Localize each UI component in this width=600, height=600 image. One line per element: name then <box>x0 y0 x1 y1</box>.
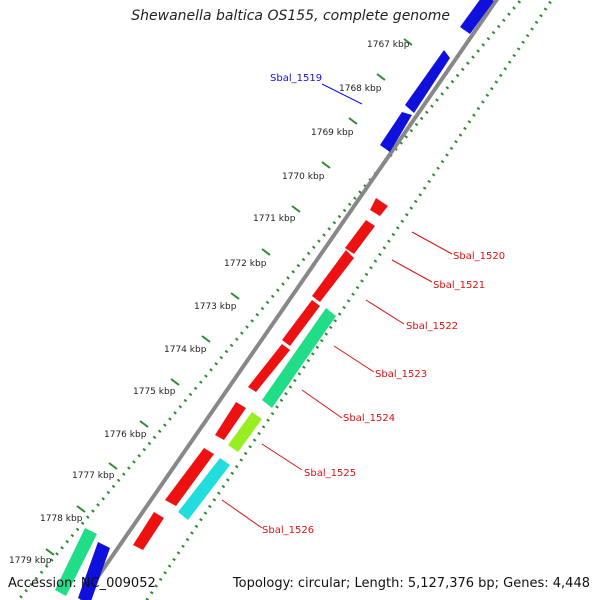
tick-label: 1773 kbp <box>194 302 237 312</box>
map-title: Shewanella baltica OS155, complete genom… <box>131 8 450 24</box>
gene-reverse[interactable] <box>370 198 388 216</box>
tick-label: 1775 kbp <box>133 387 176 397</box>
genome-backbone <box>79 0 499 600</box>
major-tick <box>321 161 331 169</box>
gene-reverse[interactable] <box>345 220 375 254</box>
major-tick <box>45 548 55 556</box>
major-tick <box>376 73 386 81</box>
gene-forward[interactable] <box>78 542 110 600</box>
gene-label[interactable]: Sbal_1522 <box>406 321 458 332</box>
tick-label: 1776 kbp <box>104 430 147 440</box>
major-tick <box>403 38 413 46</box>
gene-label[interactable]: Sbal_1523 <box>375 369 427 380</box>
tick-labels: 1767 kbp 1768 kbp 1769 kbp 1770 kbp 1771 kbp… <box>9 40 410 566</box>
major-tick <box>76 505 86 513</box>
topology-text: Topology: circular; Length: 5,127,376 bp… <box>232 576 590 591</box>
tick-label: 1777 kbp <box>72 471 115 481</box>
gene-label[interactable]: Sbal_1524 <box>343 413 395 424</box>
tick-label: 1772 kbp <box>224 259 267 269</box>
major-tick <box>348 117 358 125</box>
tick-label: 1771 kbp <box>253 214 296 224</box>
gene-lime[interactable] <box>228 412 262 452</box>
tick-label: 1779 kbp <box>9 556 52 566</box>
major-tick <box>139 420 149 428</box>
gene-reverse[interactable] <box>312 250 354 302</box>
gene-reverse[interactable] <box>165 448 214 506</box>
tick-label: 1778 kbp <box>40 514 83 524</box>
gene-cyan[interactable] <box>178 458 230 520</box>
tick-label: 1774 kbp <box>164 345 207 355</box>
major-tick <box>170 378 180 386</box>
outer-tick-ring <box>16 0 523 600</box>
gene-forward[interactable] <box>405 50 450 113</box>
gene-label[interactable]: Sbal_1521 <box>433 280 485 291</box>
gene-forward[interactable] <box>460 0 494 34</box>
gene-teal[interactable] <box>262 308 336 408</box>
gene-reverse[interactable] <box>215 402 246 440</box>
gene-reverse[interactable] <box>133 512 164 550</box>
gene-label[interactable]: Sbal_1520 <box>453 251 505 262</box>
tick-label: 1767 kbp <box>367 40 410 50</box>
gene-label[interactable]: Sbal_1519 <box>270 73 322 84</box>
gene-reverse[interactable] <box>248 344 290 392</box>
tick-label: 1770 kbp <box>282 172 325 182</box>
label-connectors <box>221 83 453 529</box>
gene-label[interactable]: Sbal_1525 <box>304 468 356 479</box>
major-tick <box>261 248 271 256</box>
gene-teal[interactable] <box>55 528 97 596</box>
tick-label: 1768 kbp <box>339 84 382 94</box>
major-tick <box>230 292 240 300</box>
major-tick <box>291 205 301 213</box>
major-ticks <box>45 38 413 556</box>
accession-text: Accession: NC_009052 <box>8 576 156 591</box>
gene-label[interactable]: Sbal_1526 <box>262 525 314 536</box>
gene-labels: Sbal_1519 Sbal_1520 Sbal_1521 Sbal_1522 Sbal… <box>262 73 505 536</box>
gene-forward[interactable] <box>380 112 412 152</box>
tick-label: 1769 kbp <box>311 128 354 138</box>
major-tick <box>108 462 118 470</box>
major-tick <box>201 335 211 343</box>
gene-reverse[interactable] <box>282 300 320 346</box>
